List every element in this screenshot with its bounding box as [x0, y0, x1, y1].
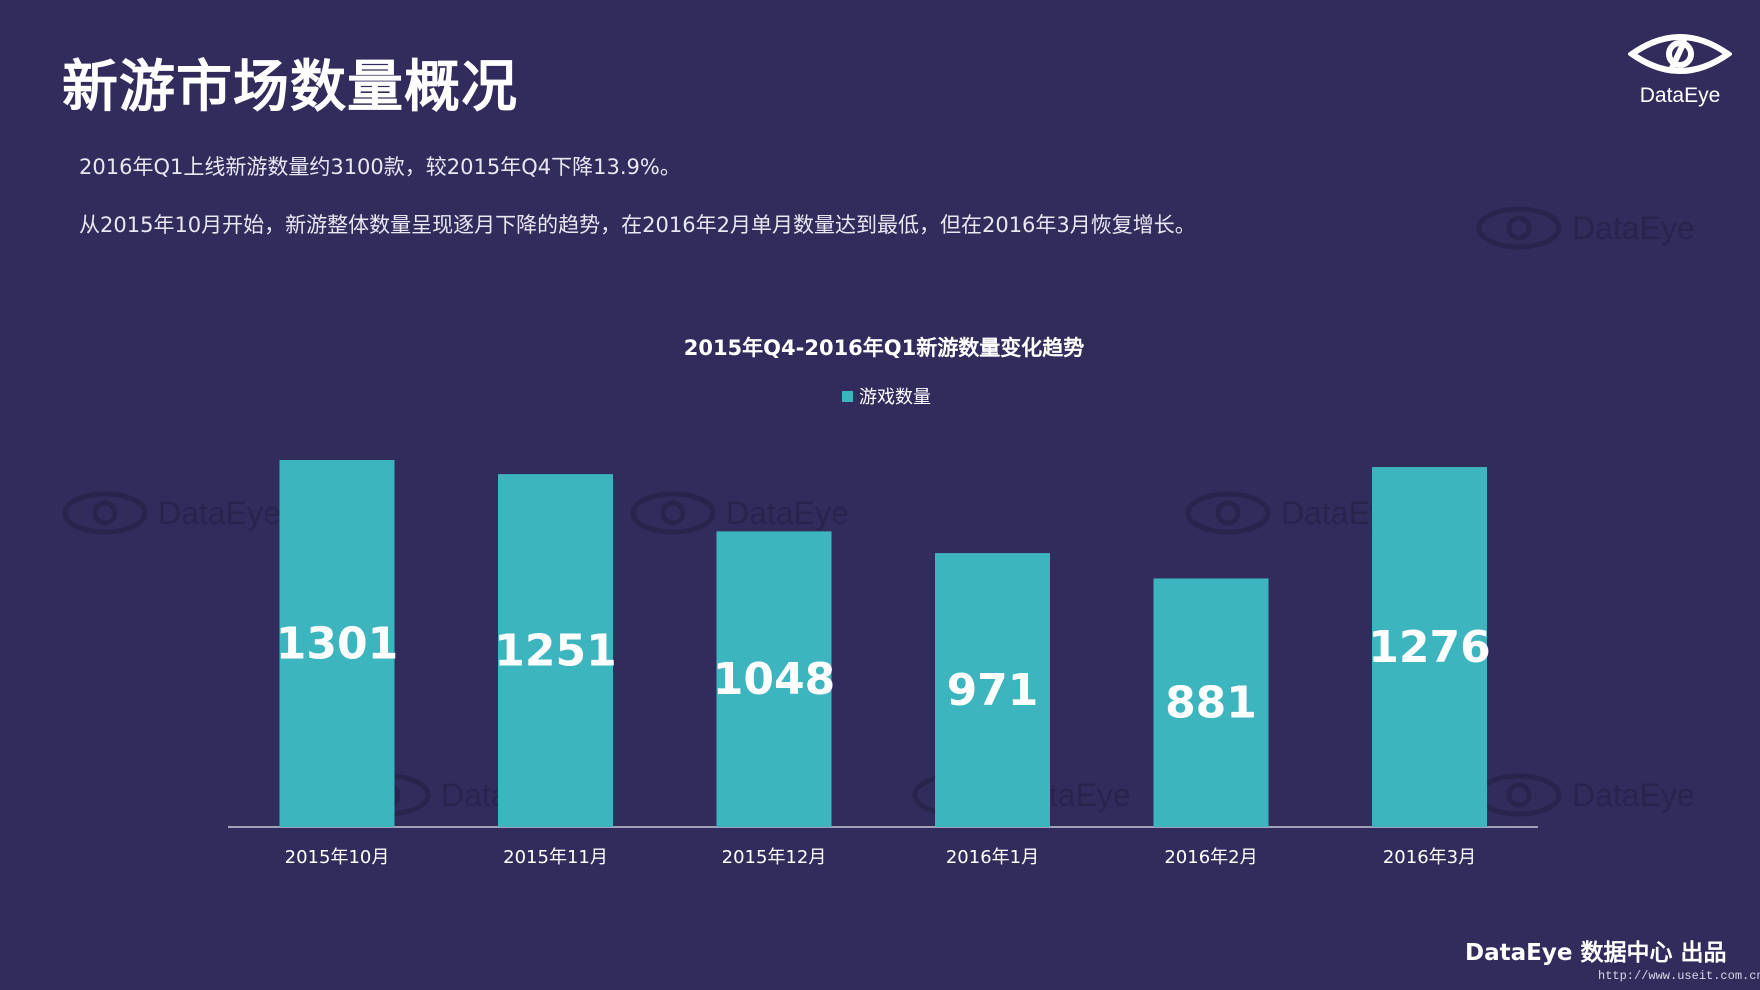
- data-label: 971: [947, 665, 1039, 716]
- bar: [716, 531, 832, 827]
- x-tick-label: 2015年10月: [285, 847, 390, 868]
- x-tick-label: 2015年12月: [722, 847, 827, 868]
- watermark: DataEye: [62, 490, 281, 536]
- bar: [935, 553, 1050, 827]
- eye-icon: [62, 491, 148, 535]
- data-label: 1276: [1368, 622, 1490, 673]
- x-tick-label: 2016年2月: [1164, 847, 1257, 868]
- data-label: 1048: [713, 654, 835, 705]
- bar: [1372, 467, 1487, 827]
- data-label: 1251: [494, 626, 616, 677]
- brand-logo: DataEye: [1620, 28, 1740, 112]
- eye-logo-icon: [1628, 34, 1732, 74]
- bar: [498, 474, 613, 827]
- summary-paragraph-2: 从2015年10月开始，新游整体数量呈现逐月下降的趋势，在2016年2月单月数量…: [79, 213, 1196, 237]
- data-label: 1301: [276, 619, 398, 670]
- eye-icon: [1476, 206, 1562, 250]
- bar: [279, 460, 395, 827]
- watermark: DataEye: [630, 490, 849, 536]
- eye-icon: [630, 491, 716, 535]
- legend-label: 游戏数量: [859, 387, 931, 408]
- watermark: DataEye: [1476, 205, 1695, 251]
- data-label: 881: [1165, 678, 1257, 729]
- footer-credit: DataEye 数据中心 出品: [1465, 940, 1727, 966]
- eye-icon: [1185, 491, 1271, 535]
- bar: [1153, 578, 1269, 827]
- legend-swatch: [842, 390, 853, 402]
- x-tick-label: 2016年1月: [946, 847, 1039, 868]
- chart-title: 2015年Q4-2016年Q1新游数量变化趋势: [683, 336, 1085, 360]
- x-tick-label: 2016年3月: [1383, 847, 1476, 868]
- summary-paragraph-1: 2016年Q1上线新游数量约3100款，较2015年Q4下降13.9%。: [79, 155, 681, 179]
- x-tick-label: 2015年11月: [503, 847, 608, 868]
- chart-legend: 游戏数量: [842, 383, 931, 409]
- watermark: DataEye: [1476, 772, 1695, 818]
- brand-name: DataEye: [1639, 84, 1721, 107]
- page-title: 新游市场数量概况: [62, 55, 518, 120]
- site-watermark: http://www.useit.com.cn: [1598, 969, 1760, 983]
